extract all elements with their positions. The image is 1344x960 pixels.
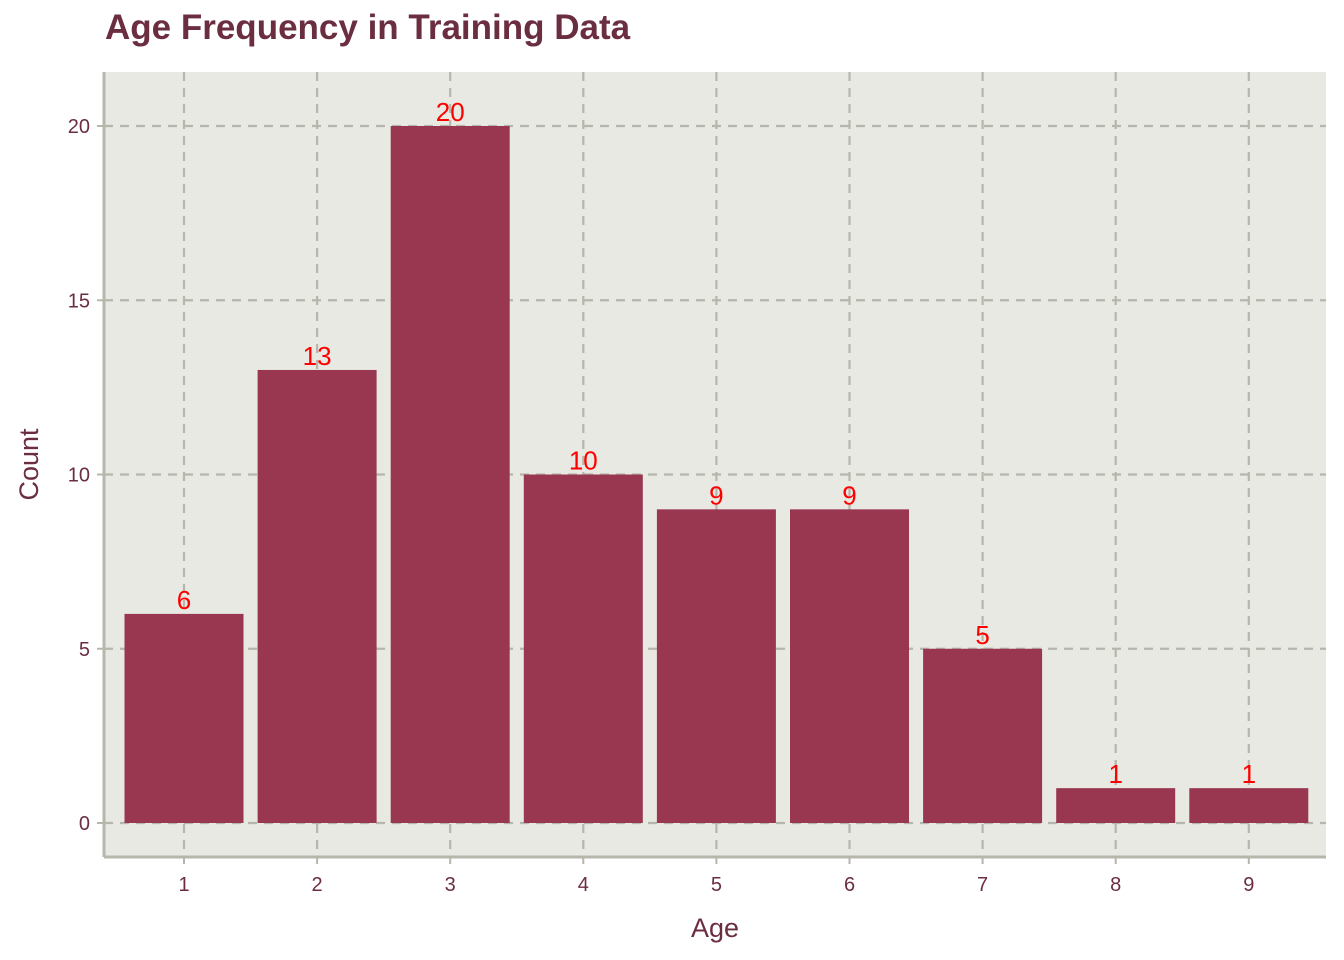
bar bbox=[1189, 788, 1309, 823]
bar bbox=[523, 474, 643, 823]
data-labels: 6 13 20 10 9 9 5 1 1 bbox=[177, 97, 1256, 789]
bar bbox=[923, 648, 1043, 823]
y-tick-label: 10 bbox=[68, 465, 90, 487]
bar bbox=[124, 613, 244, 823]
y-tick-label: 20 bbox=[68, 116, 90, 138]
x-axis-title: Age bbox=[691, 913, 739, 943]
y-tick-label: 0 bbox=[79, 813, 90, 835]
x-tick-label: 1 bbox=[178, 874, 189, 896]
bar bbox=[656, 509, 776, 823]
bar bbox=[390, 126, 510, 823]
bar-value-label: 5 bbox=[975, 620, 989, 650]
bar-value-label: 13 bbox=[303, 341, 332, 371]
x-tick-label: 7 bbox=[977, 874, 988, 896]
x-tick-label: 5 bbox=[711, 874, 722, 896]
x-tick-label: 3 bbox=[445, 874, 456, 896]
bar bbox=[257, 369, 377, 823]
bar bbox=[1056, 788, 1176, 823]
x-axis-ticks: 1 2 3 4 5 6 7 8 9 bbox=[178, 857, 1254, 896]
bar bbox=[790, 509, 909, 823]
chart-title: Age Frequency in Training Data bbox=[105, 8, 631, 47]
bar-value-label: 9 bbox=[842, 480, 856, 510]
x-tick-label: 8 bbox=[1110, 874, 1121, 896]
y-tick-label: 15 bbox=[68, 290, 90, 312]
bar-value-label: 6 bbox=[177, 585, 191, 615]
x-tick-label: 6 bbox=[844, 874, 855, 896]
bar-value-label: 10 bbox=[569, 446, 598, 476]
bar-value-label: 9 bbox=[709, 480, 723, 510]
bar-value-label: 1 bbox=[1242, 759, 1256, 789]
bar-value-label: 1 bbox=[1108, 759, 1122, 789]
y-tick-label: 5 bbox=[79, 639, 90, 661]
x-tick-label: 2 bbox=[312, 874, 323, 896]
bar-value-label: 20 bbox=[436, 97, 465, 127]
y-axis-title: Count bbox=[14, 428, 44, 501]
y-axis-ticks: 0 5 10 15 20 bbox=[68, 116, 104, 835]
x-tick-label: 9 bbox=[1243, 874, 1254, 896]
x-tick-label: 4 bbox=[578, 874, 589, 896]
bars bbox=[124, 126, 1309, 823]
